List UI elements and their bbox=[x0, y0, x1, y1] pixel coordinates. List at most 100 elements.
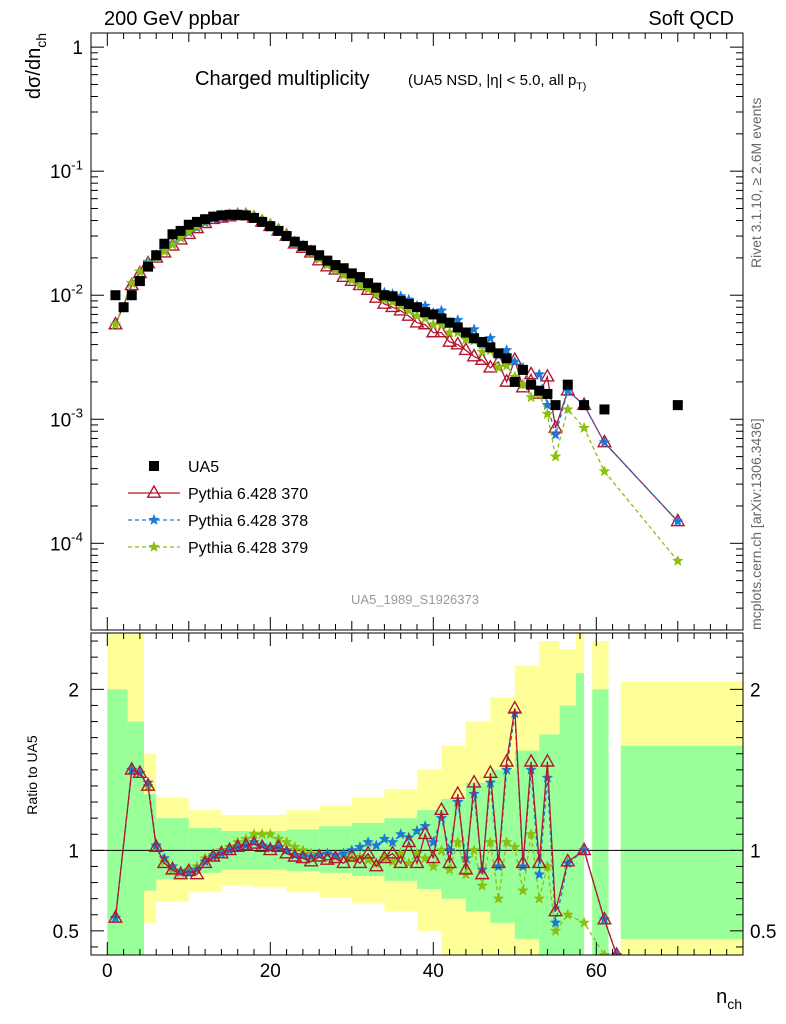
data-point bbox=[598, 436, 611, 448]
data-point bbox=[451, 836, 464, 848]
data-point bbox=[534, 385, 545, 396]
data-point bbox=[460, 852, 472, 864]
data-point bbox=[508, 840, 521, 853]
data-point bbox=[533, 368, 546, 380]
data-point bbox=[499, 753, 515, 767]
main-title-group: Charged multiplicity (UA5 NSD, |η| < 5.0,… bbox=[195, 68, 586, 93]
data-point bbox=[549, 916, 562, 928]
data-point bbox=[509, 376, 520, 387]
data-point bbox=[314, 250, 325, 261]
inner-band bbox=[575, 673, 585, 955]
data-point bbox=[402, 831, 415, 843]
data-point bbox=[433, 801, 449, 815]
data-point bbox=[368, 858, 384, 872]
data-point bbox=[561, 908, 574, 920]
y-axis-label: dσ/dnch bbox=[23, 33, 49, 99]
data-point bbox=[477, 336, 488, 347]
data-point bbox=[435, 811, 448, 824]
data-point bbox=[541, 407, 554, 420]
series-line bbox=[114, 212, 679, 562]
data-point bbox=[515, 854, 531, 869]
data-point bbox=[485, 342, 496, 353]
data-point bbox=[409, 314, 425, 328]
data-point bbox=[295, 849, 311, 864]
data-point bbox=[458, 861, 474, 875]
data-point bbox=[254, 838, 270, 853]
data-point bbox=[468, 844, 480, 856]
inner-band bbox=[127, 721, 144, 955]
data-point bbox=[523, 753, 539, 767]
data-point bbox=[611, 946, 622, 955]
data-point bbox=[346, 268, 357, 279]
data-point bbox=[578, 421, 590, 434]
data-point bbox=[598, 465, 611, 477]
data-point bbox=[385, 845, 401, 859]
legend-item: UA5 bbox=[149, 459, 219, 476]
legend-label: Pythia 6.428 378 bbox=[188, 513, 308, 530]
data-point bbox=[165, 861, 180, 875]
legend-marker bbox=[149, 461, 159, 471]
x-tick-label: 0 bbox=[102, 961, 113, 982]
data-point bbox=[549, 924, 562, 936]
chart-title: Charged multiplicity bbox=[195, 68, 370, 90]
data-point bbox=[238, 837, 254, 851]
header-right-label: Soft QCD bbox=[648, 8, 734, 30]
data-point bbox=[469, 333, 480, 344]
data-point bbox=[442, 854, 458, 869]
data-point bbox=[533, 868, 546, 880]
data-point bbox=[450, 785, 466, 799]
data-point bbox=[167, 229, 178, 240]
data-point bbox=[482, 764, 498, 778]
data-point bbox=[411, 824, 423, 837]
data-point bbox=[311, 848, 327, 862]
data-point bbox=[525, 828, 537, 840]
data-point bbox=[395, 295, 406, 306]
data-point bbox=[183, 219, 194, 230]
data-point bbox=[451, 795, 464, 808]
data-point bbox=[476, 879, 489, 891]
legend-label: Pythia 6.428 370 bbox=[188, 486, 308, 503]
data-point bbox=[148, 838, 164, 853]
data-point bbox=[533, 892, 546, 904]
data-point bbox=[412, 302, 422, 313]
data-point bbox=[109, 318, 122, 330]
data-point bbox=[378, 832, 391, 845]
data-point bbox=[336, 854, 352, 869]
x-axis-label: nch bbox=[716, 986, 742, 1012]
data-point bbox=[402, 856, 415, 869]
data-point bbox=[672, 400, 683, 411]
data-point bbox=[354, 272, 365, 283]
data-point bbox=[124, 761, 140, 775]
data-point bbox=[151, 250, 162, 261]
data-point bbox=[548, 903, 564, 917]
data-point bbox=[526, 379, 537, 390]
data-point bbox=[134, 276, 145, 287]
data-point bbox=[270, 838, 286, 853]
data-point bbox=[500, 836, 513, 848]
data-point bbox=[579, 400, 590, 411]
data-point bbox=[191, 216, 202, 227]
data-point bbox=[417, 825, 433, 840]
y-tick-label: 1 bbox=[68, 841, 79, 862]
data-point bbox=[249, 212, 259, 223]
y-tick-label: 0.5 bbox=[53, 922, 79, 943]
data-point bbox=[443, 844, 456, 856]
data-point bbox=[450, 336, 466, 350]
data-point bbox=[257, 216, 268, 227]
data-point bbox=[517, 860, 529, 872]
data-point bbox=[436, 313, 447, 324]
series-line bbox=[114, 768, 605, 955]
legend-marker bbox=[148, 540, 160, 552]
data-point bbox=[460, 327, 471, 338]
legend-item: Pythia 6.428 379 bbox=[128, 540, 308, 557]
data-point bbox=[246, 835, 262, 849]
data-point bbox=[287, 848, 303, 862]
legend-marker bbox=[146, 484, 162, 498]
y-tick-label: 10-1 bbox=[50, 158, 83, 184]
data-point bbox=[539, 753, 555, 767]
data-point bbox=[197, 854, 213, 869]
data-point bbox=[671, 554, 684, 566]
data-point bbox=[500, 763, 513, 775]
data-point bbox=[181, 862, 197, 877]
